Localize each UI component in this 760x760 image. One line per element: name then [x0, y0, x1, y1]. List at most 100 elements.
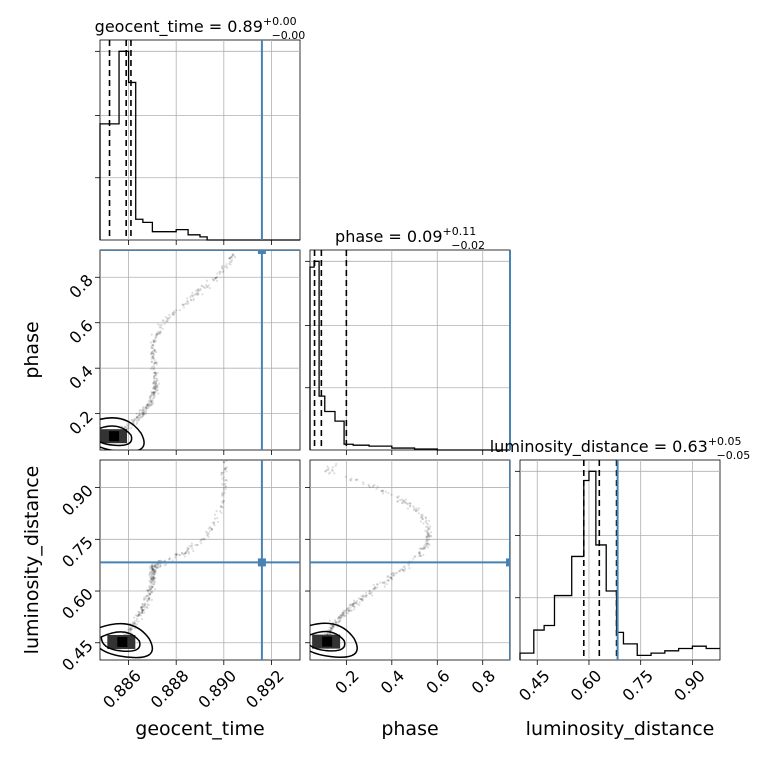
sample-point — [168, 316, 172, 319]
sample-point — [219, 504, 223, 508]
sample-point — [327, 467, 330, 470]
sample-point — [137, 610, 140, 613]
sample-point — [152, 577, 155, 580]
sample-point — [149, 576, 152, 579]
sample-point — [153, 381, 156, 384]
sample-point — [220, 471, 223, 474]
sample-point — [428, 534, 431, 537]
sample-point — [183, 552, 186, 556]
sample-point — [353, 601, 356, 605]
sample-point — [427, 533, 430, 536]
sample-point — [213, 521, 216, 524]
sample-point — [137, 620, 140, 623]
sample-point — [152, 377, 156, 380]
sample-point — [148, 575, 151, 578]
sample-point — [153, 349, 156, 352]
histogram-panel-geocent_time: geocent_time = 0.89+0.00 −0.00 — [95, 15, 305, 245]
sample-point — [150, 400, 153, 404]
sample-point — [419, 547, 423, 550]
sample-point — [154, 382, 157, 385]
sample-point — [148, 403, 151, 406]
sample-point — [148, 593, 151, 596]
sample-point — [344, 614, 347, 617]
sample-point — [221, 271, 224, 274]
sample-point — [422, 546, 425, 549]
sample-point — [143, 606, 146, 609]
sample-point — [154, 372, 157, 375]
sample-point — [127, 628, 130, 631]
sample-point — [149, 399, 152, 402]
sample-point — [153, 569, 156, 572]
sample-point — [425, 535, 428, 538]
sample-point — [149, 592, 152, 596]
sample-point — [174, 554, 178, 557]
sample-point — [427, 534, 430, 537]
x-tick-label: 0.890 — [194, 666, 240, 712]
sample-point — [146, 589, 149, 592]
sample-point — [352, 599, 356, 602]
density-peak — [117, 636, 128, 647]
histogram-panel-luminosity_distance-frame — [519, 459, 721, 661]
sample-point — [166, 317, 169, 320]
sample-point — [206, 531, 209, 534]
sample-point — [210, 528, 213, 531]
sample-point — [199, 289, 202, 292]
sample-point — [358, 601, 361, 604]
sample-point — [163, 322, 166, 325]
sample-point — [350, 479, 353, 482]
sample-point — [153, 368, 156, 371]
sample-point — [151, 346, 154, 349]
sample-point — [162, 320, 165, 323]
sample-point — [149, 577, 153, 581]
sample-point — [151, 569, 154, 572]
sample-point — [425, 522, 428, 525]
sample-point — [202, 537, 206, 541]
histogram-panel-phase: phase = 0.09+0.11 −0.02 — [305, 225, 511, 455]
sample-point — [140, 611, 144, 615]
sample-point — [153, 392, 156, 395]
sample-point — [153, 570, 156, 573]
sample-point — [331, 466, 334, 469]
sample-point — [218, 270, 221, 274]
sample-point — [229, 263, 232, 266]
sample-point — [376, 586, 379, 589]
sample-point — [153, 381, 156, 384]
sample-point — [151, 563, 154, 566]
sample-point — [153, 564, 157, 567]
sample-point — [152, 391, 155, 394]
sample-point — [138, 409, 141, 412]
sample-point — [150, 344, 153, 348]
sample-point — [148, 403, 152, 406]
sample-point — [157, 332, 161, 335]
sample-point — [150, 598, 153, 601]
sample-point — [337, 616, 340, 620]
sample-point — [151, 352, 154, 355]
sample-point — [379, 581, 382, 584]
sample-point — [401, 499, 404, 503]
sample-point — [381, 581, 384, 584]
sample-point — [355, 601, 358, 605]
sample-point — [140, 605, 143, 609]
sample-point — [159, 559, 162, 562]
sample-point — [142, 405, 145, 409]
sample-point — [225, 455, 227, 457]
sample-point — [150, 566, 153, 569]
sample-point — [150, 350, 154, 353]
sample-point — [146, 606, 149, 610]
sample-point — [189, 298, 192, 301]
x-tick-label: 0.886 — [99, 666, 145, 712]
sample-point — [159, 332, 162, 335]
sample-point — [141, 414, 145, 417]
sample-point — [130, 426, 133, 430]
sample-point — [154, 577, 157, 580]
sample-point — [361, 599, 364, 602]
sample-point — [181, 303, 184, 306]
sample-point — [331, 624, 334, 627]
sample-point — [414, 509, 417, 512]
sample-point — [152, 379, 156, 382]
sample-point — [424, 529, 427, 532]
sample-point — [154, 384, 157, 387]
sample-point — [205, 530, 208, 533]
sample-point — [332, 625, 335, 628]
sample-point — [154, 377, 158, 380]
